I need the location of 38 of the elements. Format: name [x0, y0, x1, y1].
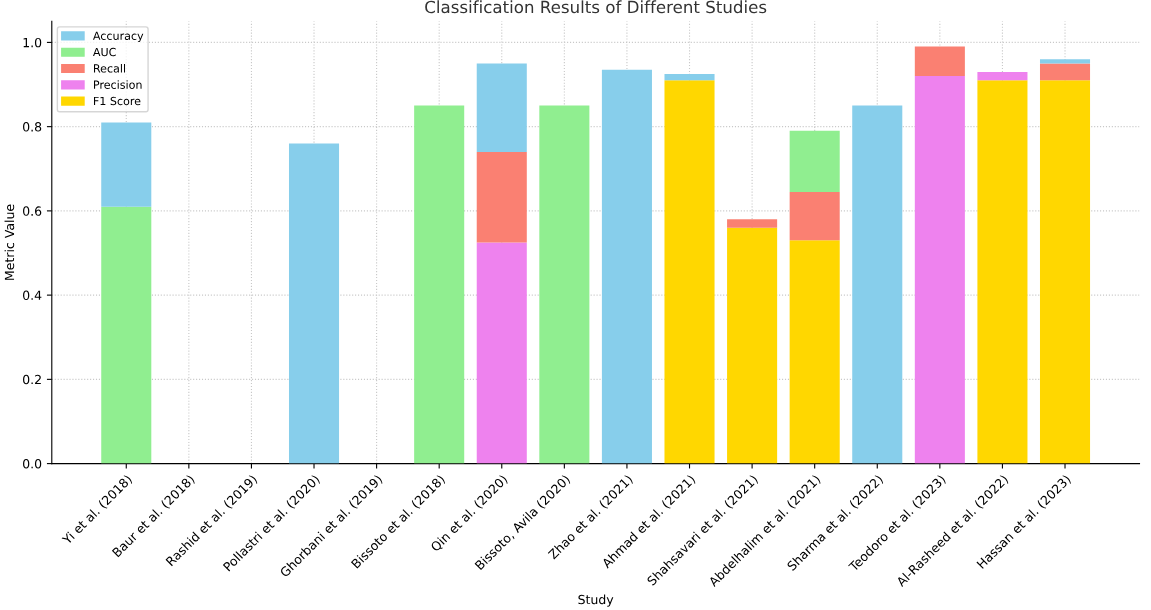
bar — [476, 63, 527, 152]
bar — [664, 74, 715, 81]
bar — [476, 242, 527, 464]
legend-label: F1 Score — [94, 96, 141, 106]
bar — [1039, 63, 1091, 81]
y-axis-title: Metric Value — [4, 204, 15, 280]
bar — [1039, 80, 1091, 464]
legend-label: Precision — [94, 80, 142, 89]
bar — [664, 80, 715, 464]
bar — [914, 46, 965, 77]
bar — [476, 151, 527, 243]
y-tick-label: 0.0 — [23, 459, 42, 469]
bar — [727, 227, 778, 464]
bar — [852, 105, 903, 464]
bar — [789, 130, 840, 192]
y-tick-label: 0.6 — [23, 206, 42, 216]
bar — [539, 105, 590, 464]
bar — [789, 240, 840, 464]
bar — [977, 80, 1028, 464]
y-tick-label: 0.4 — [23, 290, 42, 301]
bar — [789, 191, 840, 241]
legend-label: Accuracy — [92, 31, 144, 43]
y-tick-label: 0.2 — [23, 374, 41, 385]
bar — [414, 105, 465, 464]
y-tick-label: 0.8 — [23, 122, 42, 132]
bar — [727, 219, 778, 228]
bar — [914, 76, 965, 464]
bar — [1039, 59, 1091, 64]
bar — [101, 206, 152, 464]
bar — [977, 71, 1028, 81]
bar — [288, 143, 340, 464]
x-axis-title: Study — [578, 594, 614, 607]
legend-label: Recall — [94, 63, 126, 73]
bar — [101, 122, 152, 207]
y-tick-label: 1.0 — [23, 37, 42, 48]
bar — [601, 69, 652, 464]
chart-title: Classification Results of Different Studies — [425, 0, 767, 14]
legend-label: AUC — [92, 47, 116, 57]
